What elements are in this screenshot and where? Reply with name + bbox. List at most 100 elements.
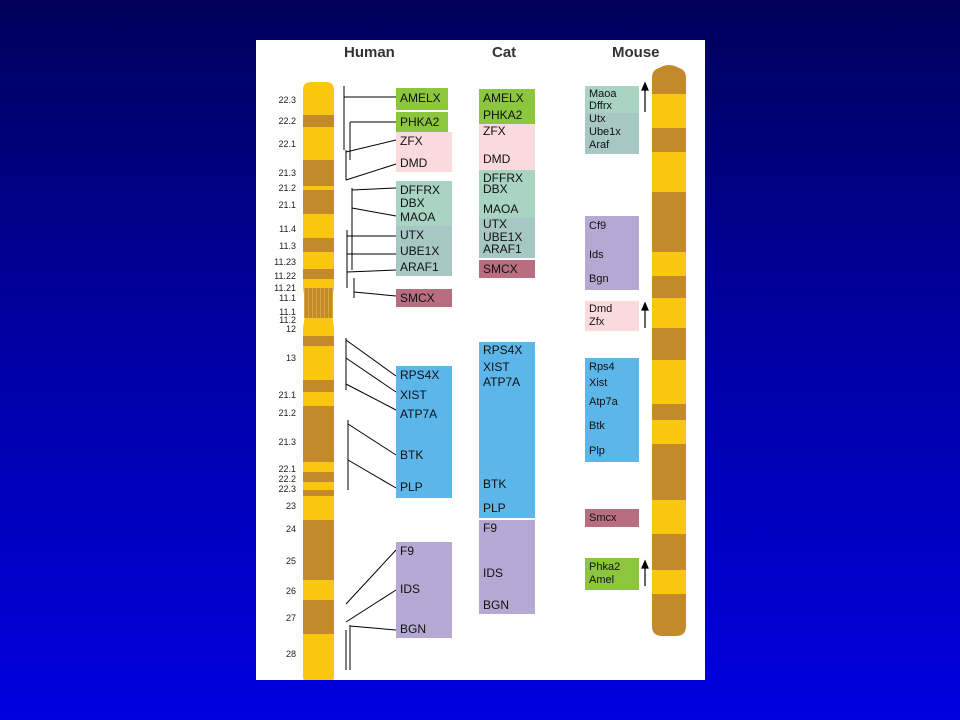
human-segment-bars <box>343 86 355 670</box>
human-gene-box-smcx: SMCX <box>396 289 452 307</box>
cat-gene-box-dffrx-dbx-maoa: DFFRX DBX MAOA <box>479 170 535 218</box>
gene-label: ZFX <box>483 124 506 138</box>
gene-label: Phka2 <box>589 561 621 573</box>
gene-label: PHKA2 <box>483 108 523 122</box>
gene-label: ARAF1 <box>400 260 439 274</box>
human-gene-box-zfx-dmd: ZFX DMD <box>396 132 452 172</box>
comparative-map-figure: Human Cat Mouse 22.3 22.2 22.1 21.3 21.2… <box>256 40 705 680</box>
human-band-label: 12 <box>285 324 296 334</box>
gene-label: DFFRX <box>483 171 523 185</box>
mouse-header: Mouse <box>612 44 660 61</box>
human-band-label: 22.2 <box>278 116 296 126</box>
human-band-label: 28 <box>285 649 296 659</box>
gene-label: ARAF1 <box>483 242 522 256</box>
human-band-label: 21.2 <box>278 408 296 418</box>
human-band-label: 23 <box>285 501 296 511</box>
gene-label: ZFX <box>400 134 423 148</box>
gene-label: MAOA <box>400 210 436 224</box>
gene-label: DMD <box>400 156 428 170</box>
gene-label: PHKA2 <box>400 115 440 129</box>
gene-label: PLP <box>400 480 423 494</box>
gene-label: Atp7a <box>589 396 618 408</box>
human-band-label: 22.1 <box>278 139 296 149</box>
human-band-label: 11.22 <box>274 271 296 281</box>
gene-label: Zfx <box>589 316 605 328</box>
human-band-label: 22.2 <box>278 474 296 484</box>
gene-label: AMELX <box>400 91 441 105</box>
human-connector-lines <box>344 96 397 631</box>
gene-label: AMELX <box>483 91 524 105</box>
mouse-gene-box-phka2-amel: Phka2 Amel <box>585 558 639 590</box>
gene-label: DMD <box>483 152 511 166</box>
gene-label: BGN <box>483 598 510 612</box>
gene-label: IDS <box>400 582 421 596</box>
gene-label: BGN <box>400 622 427 636</box>
cat-gene-box-zfx-dmd: ZFX DMD <box>479 124 535 170</box>
human-header: Human <box>344 44 395 61</box>
gene-label: Dmd <box>589 303 613 315</box>
gene-label: IDS <box>483 566 504 580</box>
human-band-label: 21.3 <box>278 168 296 178</box>
human-band-label: 25 <box>285 556 296 566</box>
human-band-label: 21.3 <box>278 437 296 447</box>
gene-label: RPS4X <box>400 368 440 382</box>
cat-header: Cat <box>492 44 517 61</box>
gene-label: XIST <box>483 360 510 374</box>
gene-label: XIST <box>400 388 427 402</box>
mouse-gene-box-smcx: Smcx <box>585 509 639 527</box>
gene-label: UTX <box>483 218 507 231</box>
chromosome-drawing <box>303 65 686 680</box>
human-band-label: 22.3 <box>278 95 296 105</box>
cat-gene-box-f9-ids-bgn: F9 IDS BGN <box>479 520 535 614</box>
cat-gene-box-utx-ube1x-araf1: UTX UBE1X ARAF1 <box>479 218 535 258</box>
gene-label: RPS4X <box>483 343 523 357</box>
human-band-label: 11.1 <box>279 293 296 303</box>
mouse-gene-box-rps4-to-plp: Rps4 Xist Atp7a Btk Plp <box>585 358 639 462</box>
gene-label: MAOA <box>483 202 519 216</box>
gene-label: Cf9 <box>589 220 607 232</box>
gene-label: Utx <box>589 113 606 125</box>
gene-label: Smcx <box>589 512 617 524</box>
gene-label: Araf <box>589 139 610 151</box>
gene-label: SMCX <box>483 262 518 276</box>
human-gene-box-amelx: AMELX <box>396 88 448 110</box>
human-gene-box-phka2: PHKA2 <box>396 112 448 132</box>
human-band-label: 26 <box>285 586 296 596</box>
human-band-label: 11.23 <box>274 257 296 267</box>
gene-label: DBX <box>400 196 425 210</box>
gene-label: SMCX <box>400 291 435 305</box>
human-band-label: 22.1 <box>278 464 296 474</box>
cat-gene-box-amelx-phka2: AMELX PHKA2 <box>479 89 535 124</box>
human-band-label: 11.4 <box>279 224 296 234</box>
human-band-label: 22.3 <box>278 484 296 494</box>
mouse-x-chromosome <box>652 65 686 636</box>
mouse-gene-box-dmd-zfx: Dmd Zfx <box>585 301 639 331</box>
gene-label: DFFRX <box>400 183 440 197</box>
gene-label: Btk <box>589 420 605 432</box>
mouse-gene-box-maoa-to-araf: Maoa Dffrx Utx Ube1x Araf <box>585 86 639 154</box>
gene-label: Dffrx <box>589 100 613 112</box>
gene-label: F9 <box>483 521 498 535</box>
gene-label: Ube1x <box>589 126 621 138</box>
mouse-orientation-arrows <box>641 81 649 586</box>
gene-label: ATP7A <box>483 375 521 389</box>
human-gene-box-f9-ids-bgn: F9 IDS BGN <box>396 542 452 638</box>
gene-label: Ids <box>589 249 604 261</box>
human-band-label: 21.1 <box>278 200 296 210</box>
human-band-label: 11.3 <box>279 241 296 251</box>
human-gene-box-utx-ube1x-araf1: UTX UBE1X ARAF1 <box>396 226 452 276</box>
gene-label: Maoa <box>589 88 617 100</box>
human-gene-box-rps4x-to-plp: RPS4X XIST ATP7A BTK PLP <box>396 366 452 498</box>
gene-label: Plp <box>589 445 605 457</box>
gene-label: Xist <box>589 377 608 389</box>
gene-label: F9 <box>400 544 415 558</box>
gene-label: BTK <box>483 477 507 491</box>
human-band-label: 11.2 <box>279 315 296 325</box>
gene-label: UBE1X <box>483 230 523 244</box>
human-band-label: 11.1 <box>279 307 296 317</box>
human-band-label: 27 <box>285 613 296 623</box>
human-band-label: 21.1 <box>278 390 296 400</box>
human-band-label: 13 <box>285 353 296 363</box>
mouse-gene-box-cf9-ids-bgn: Cf9 Ids Bgn <box>585 216 639 290</box>
human-x-chromosome <box>303 82 334 680</box>
